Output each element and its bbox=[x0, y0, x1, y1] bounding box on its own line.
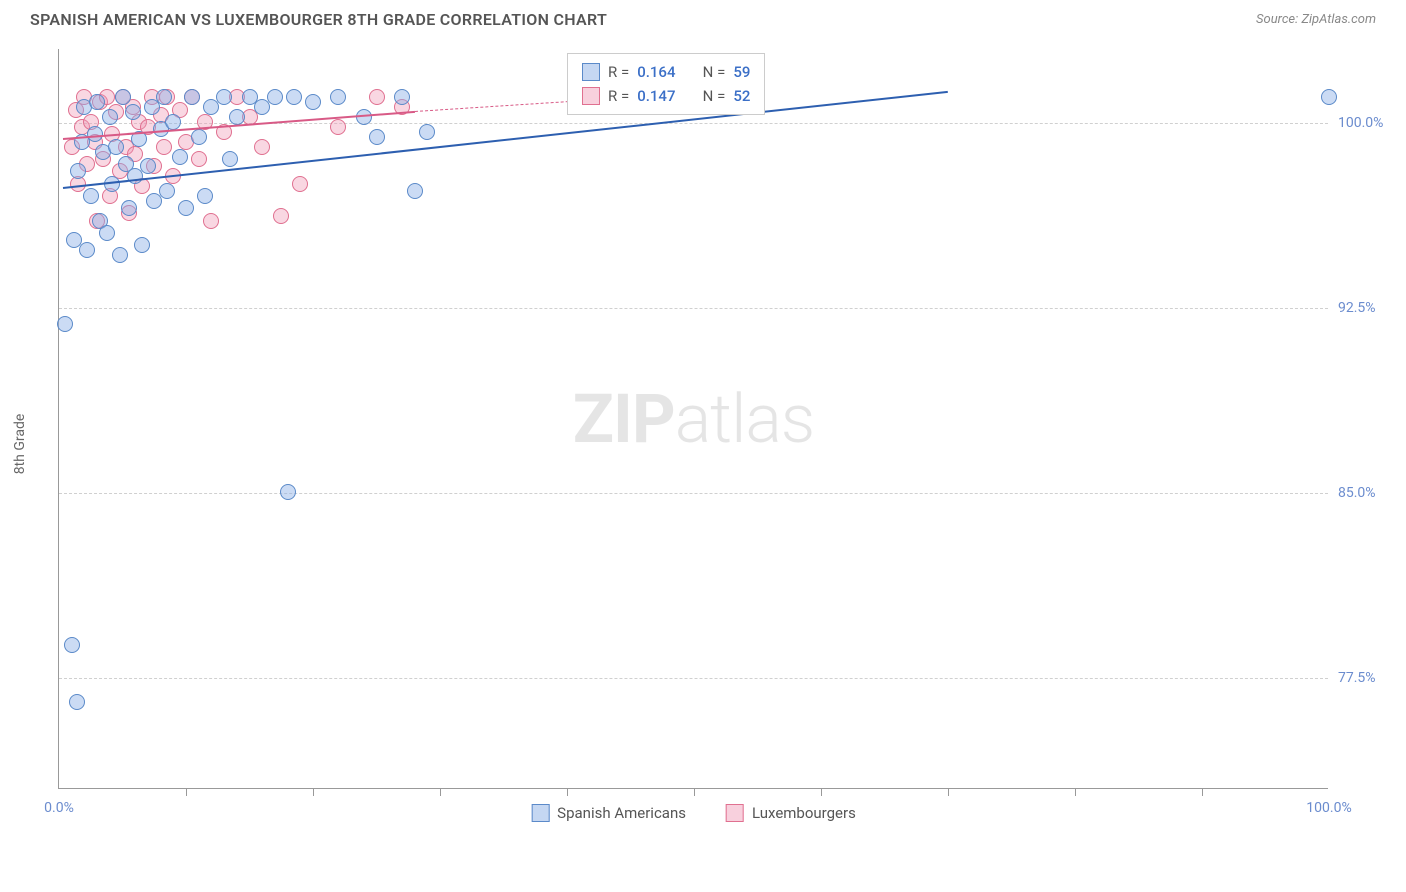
data-point bbox=[156, 89, 172, 105]
data-point bbox=[419, 124, 435, 140]
data-point bbox=[115, 89, 131, 105]
source-label: Source: ZipAtlas.com bbox=[1256, 12, 1376, 27]
y-tick-label: 85.0% bbox=[1338, 485, 1398, 501]
data-point bbox=[165, 114, 181, 130]
data-point bbox=[121, 200, 137, 216]
data-point bbox=[267, 89, 283, 105]
watermark: ZIPatlas bbox=[573, 379, 815, 459]
y-tick-label: 77.5% bbox=[1338, 670, 1398, 686]
data-point bbox=[191, 129, 207, 145]
data-point bbox=[191, 151, 207, 167]
data-point bbox=[254, 139, 270, 155]
data-point bbox=[394, 89, 410, 105]
data-point bbox=[197, 188, 213, 204]
data-point bbox=[407, 183, 423, 199]
data-point bbox=[369, 89, 385, 105]
data-point bbox=[203, 213, 219, 229]
data-point bbox=[216, 89, 232, 105]
data-point bbox=[159, 183, 175, 199]
data-point bbox=[178, 200, 194, 216]
data-point bbox=[89, 94, 105, 110]
data-point bbox=[273, 208, 289, 224]
data-point bbox=[330, 119, 346, 135]
data-point bbox=[292, 176, 308, 192]
data-point bbox=[99, 225, 115, 241]
data-point bbox=[112, 247, 128, 263]
legend-label: Spanish Americans bbox=[557, 804, 686, 822]
swatch-pink bbox=[582, 87, 600, 105]
swatch-blue bbox=[531, 804, 549, 822]
x-tick-label: 100.0% bbox=[1306, 800, 1351, 816]
data-point bbox=[79, 242, 95, 258]
data-point bbox=[172, 149, 188, 165]
data-point bbox=[1321, 89, 1337, 105]
data-point bbox=[330, 89, 346, 105]
data-point bbox=[70, 163, 86, 179]
data-point bbox=[69, 694, 85, 710]
y-tick-label: 92.5% bbox=[1338, 300, 1398, 316]
data-point bbox=[369, 129, 385, 145]
swatch-blue bbox=[582, 63, 600, 81]
data-point bbox=[108, 139, 124, 155]
series-legend: Spanish Americans Luxembourgers bbox=[531, 804, 856, 822]
data-point bbox=[286, 89, 302, 105]
data-point bbox=[83, 188, 99, 204]
data-point bbox=[229, 109, 245, 125]
data-point bbox=[156, 139, 172, 155]
data-point bbox=[125, 104, 141, 120]
source-link[interactable]: ZipAtlas.com bbox=[1301, 12, 1376, 27]
correlation-legend: R = 0.164 N = 59R = 0.147 N = 52 bbox=[567, 53, 765, 115]
y-tick-label: 100.0% bbox=[1338, 115, 1398, 131]
data-point bbox=[102, 109, 118, 125]
data-point bbox=[140, 158, 156, 174]
data-point bbox=[280, 484, 296, 500]
scatter-plot: ZIPatlas 77.5%85.0%92.5%100.0%0.0%100.0%… bbox=[58, 49, 1328, 789]
data-point bbox=[134, 237, 150, 253]
legend-label: Luxembourgers bbox=[752, 804, 856, 822]
data-point bbox=[57, 316, 73, 332]
swatch-pink bbox=[726, 804, 744, 822]
chart-title: SPANISH AMERICAN VS LUXEMBOURGER 8TH GRA… bbox=[30, 10, 607, 29]
data-point bbox=[184, 89, 200, 105]
x-tick-label: 0.0% bbox=[44, 800, 74, 816]
data-point bbox=[64, 637, 80, 653]
y-axis-label: 8th Grade bbox=[12, 414, 28, 475]
data-point bbox=[305, 94, 321, 110]
data-point bbox=[222, 151, 238, 167]
